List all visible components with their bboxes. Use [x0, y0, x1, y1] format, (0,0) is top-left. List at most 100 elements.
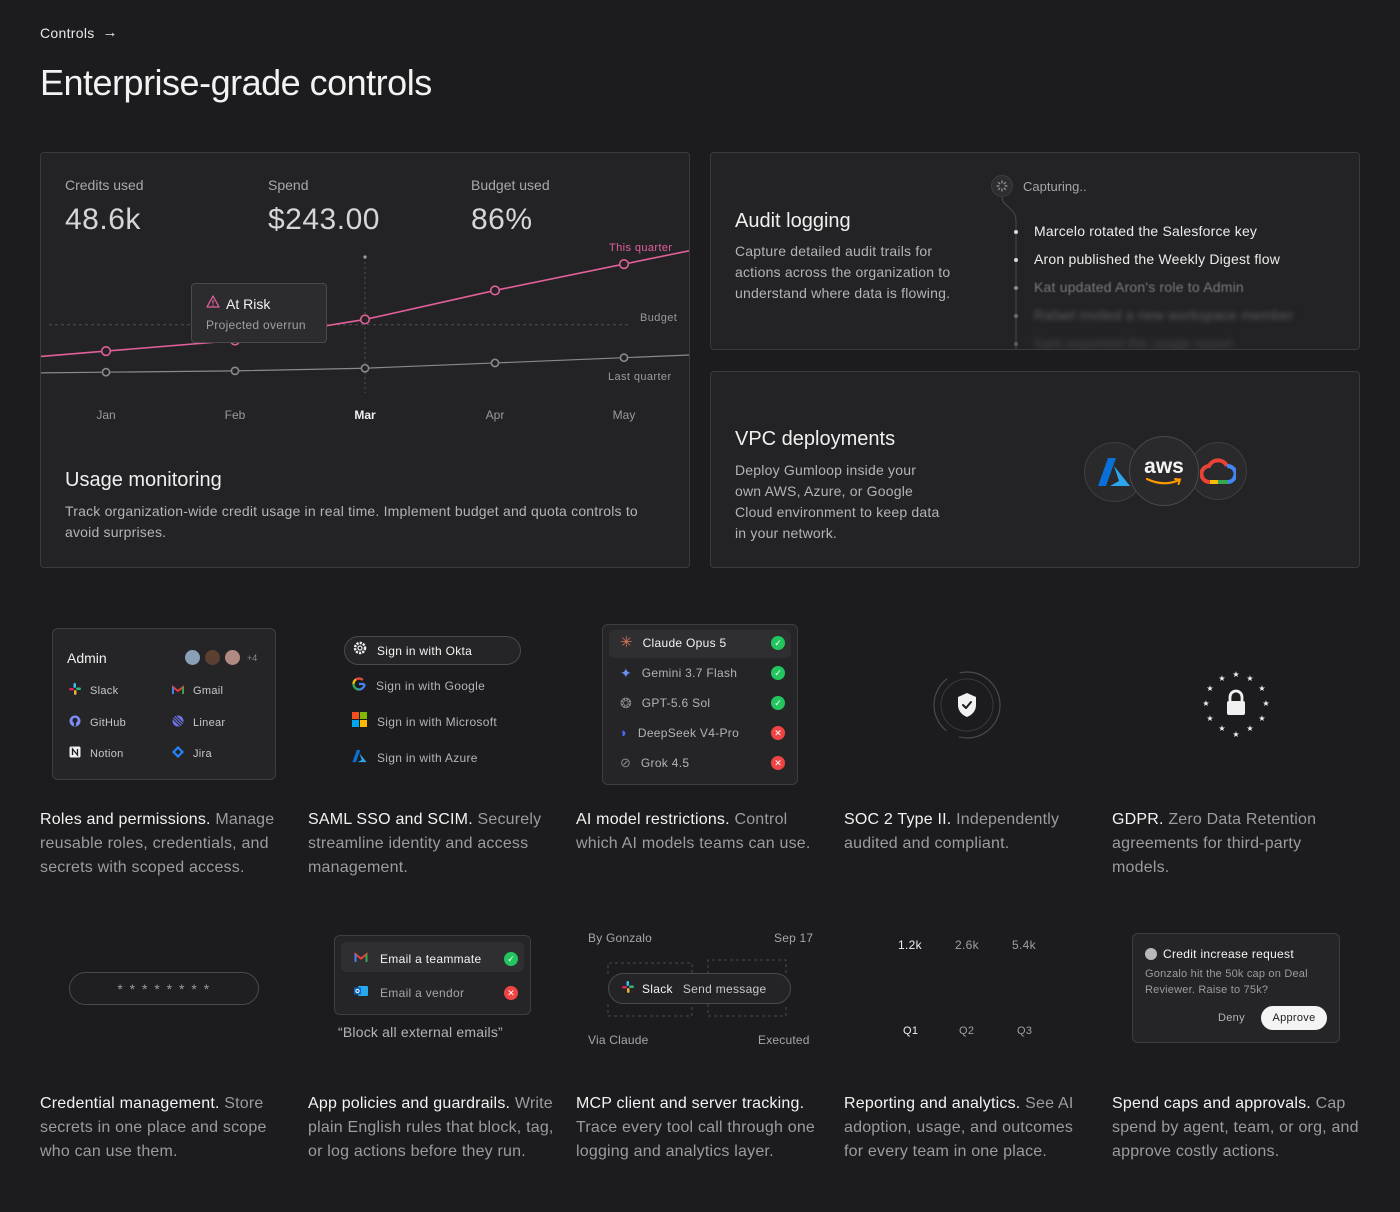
feature-desc: Manage reusable roles, credentials, and … — [40, 811, 275, 876]
feature-app-policies: App policies and guardrails. Write plain… — [308, 1092, 558, 1164]
data-point — [230, 366, 240, 376]
feature-title: App policies and guardrails. — [308, 1095, 511, 1112]
more-count: +4 — [247, 652, 258, 663]
highlight-dot — [363, 255, 367, 259]
this-quarter-label: This quarter — [609, 242, 673, 254]
policy-row[interactable]: Email a vendor ✕ — [354, 984, 518, 1002]
github-icon — [69, 714, 81, 732]
feature-title: SAML SSO and SCIM. — [308, 811, 473, 828]
approve-button[interactable]: Approve — [1261, 1006, 1327, 1030]
masked-secret-field[interactable]: * * * * * * * * — [69, 972, 259, 1005]
alert-subtitle: Projected overrun — [206, 318, 306, 332]
mcp-tool-app: Slack — [642, 981, 673, 996]
sso-label: Sign in with Google — [376, 679, 486, 693]
mcp-status: Executed — [758, 1033, 810, 1047]
x-tick-label: Mar — [354, 408, 376, 422]
svg-text:★: ★ — [1206, 714, 1213, 723]
masked-secret: * * * * * * * * — [117, 980, 211, 997]
usage-chart: Jan Feb Mar Apr May — [41, 249, 689, 422]
stat-budget: Budget used 86% — [471, 177, 671, 237]
deepseek-icon: ◗ — [620, 725, 628, 740]
policy-label: Email a vendor — [380, 986, 465, 1000]
svg-text:★: ★ — [1218, 724, 1225, 733]
sso-okta-button[interactable]: Sign in with Okta — [344, 636, 521, 665]
model-row[interactable]: ⊘ Grok 4.5 ✕ — [620, 756, 785, 770]
mcp-tool-call-pill[interactable]: Slack Send message — [608, 973, 791, 1004]
feature-title: Credential management. — [40, 1095, 220, 1112]
capturing-status: Capturing.. — [991, 175, 1087, 197]
policy-label: Email a teammate — [380, 952, 482, 966]
feature-mcp: MCP client and server tracking. Trace ev… — [576, 1092, 826, 1164]
app-item-jira[interactable]: Jira — [172, 745, 212, 763]
alert-title: At Risk — [226, 296, 271, 312]
stat-credits: Credits used 48.6k — [65, 177, 265, 237]
report-quarter: Q3 — [1017, 1025, 1033, 1037]
svg-text:★: ★ — [1232, 670, 1239, 679]
app-label: Gmail — [193, 685, 224, 697]
shield-icon — [932, 670, 1002, 740]
gmail-icon — [172, 682, 184, 700]
spinner-icon — [991, 175, 1013, 197]
app-label: Jira — [193, 748, 212, 760]
sso-label: Sign in with Azure — [377, 751, 478, 765]
audit-logging-card: Audit logging Capture detailed audit tra… — [710, 152, 1360, 350]
sso-azure-button[interactable]: Sign in with Azure — [352, 749, 478, 767]
google-icon — [352, 676, 366, 696]
sso-microsoft-button[interactable]: Sign in with Microsoft — [352, 712, 497, 732]
model-list-panel: ✳ Claude Opus 5 ✓ ✦ Gemini 3.7 Flash ✓ ❂ GP… — [602, 624, 798, 785]
stat-value: 48.6k — [65, 203, 141, 236]
panel-title: Admin — [67, 650, 107, 666]
model-name: Grok 4.5 — [640, 756, 690, 770]
x-tick-label: Feb — [225, 408, 246, 422]
svg-text:★: ★ — [1246, 724, 1253, 733]
avatar-stack: +4 — [184, 649, 257, 666]
report-quarter: Q1 — [903, 1025, 919, 1037]
feature-desc: Control which AI models teams can use. — [576, 811, 811, 852]
blocked-x-icon: ✕ — [771, 756, 785, 770]
feature-sso: SAML SSO and SCIM. Securely streamline i… — [308, 808, 558, 880]
breadcrumb[interactable]: Controls → — [40, 24, 118, 41]
report-value: 2.6k — [955, 938, 979, 952]
feature-credentials: Credential management. Store secrets in … — [40, 1092, 290, 1164]
app-item-github[interactable]: GitHub — [69, 714, 126, 732]
app-item-notion[interactable]: Notion — [69, 745, 124, 763]
mcp-author: By Gonzalo — [588, 931, 653, 945]
model-row[interactable]: ✦ Gemini 3.7 Flash ✓ — [620, 666, 785, 680]
azure-icon — [352, 749, 367, 768]
sso-google-button[interactable]: Sign in with Google — [352, 676, 486, 696]
slack-icon — [622, 980, 634, 998]
model-name: DeepSeek V4-Pro — [637, 726, 740, 740]
app-label: Slack — [90, 685, 119, 697]
allowed-check-icon: ✓ — [771, 696, 785, 710]
card-title: Usage monitoring — [65, 469, 222, 491]
gemini-icon: ✦ — [620, 665, 632, 681]
model-row[interactable]: ❂ GPT-5.6 Sol ✓ — [620, 696, 785, 710]
policy-row[interactable]: Email a teammate ✓ — [354, 950, 518, 968]
feature-desc: Zero Data Retention agreements for third… — [1112, 811, 1317, 876]
mcp-date: Sep 17 — [774, 931, 814, 945]
app-item-slack[interactable]: Slack — [69, 682, 118, 700]
stat-value: 86% — [471, 203, 533, 236]
svg-text:★: ★ — [1262, 699, 1269, 708]
data-point — [489, 285, 501, 296]
grok-icon: ⊘ — [620, 755, 631, 770]
feature-title: Roles and permissions. — [40, 811, 211, 828]
data-point — [618, 258, 630, 270]
breadcrumb-label: Controls — [40, 24, 95, 41]
outlook-icon — [354, 984, 368, 1002]
feature-title: Reporting and analytics. — [844, 1095, 1021, 1112]
allowed-check-icon: ✓ — [771, 666, 785, 680]
microsoft-icon — [352, 712, 367, 732]
deny-button[interactable]: Deny — [1218, 1012, 1245, 1024]
model-row[interactable]: ◗ DeepSeek V4-Pro ✕ — [620, 726, 785, 740]
sso-label: Sign in with Microsoft — [377, 715, 497, 729]
model-row[interactable]: ✳ Claude Opus 5 ✓ — [620, 635, 785, 650]
app-item-linear[interactable]: Linear — [172, 714, 225, 732]
model-name: Gemini 3.7 Flash — [641, 666, 738, 680]
request-body: Gonzalo hit the 50k cap on Deal Reviewer… — [1145, 968, 1308, 996]
app-item-gmail[interactable]: Gmail — [172, 682, 223, 700]
data-point — [100, 345, 112, 357]
feature-reporting: Reporting and analytics. See AI adoption… — [844, 1092, 1094, 1164]
mcp-via: Via Claude — [588, 1033, 649, 1047]
model-row-selected — [609, 630, 791, 658]
